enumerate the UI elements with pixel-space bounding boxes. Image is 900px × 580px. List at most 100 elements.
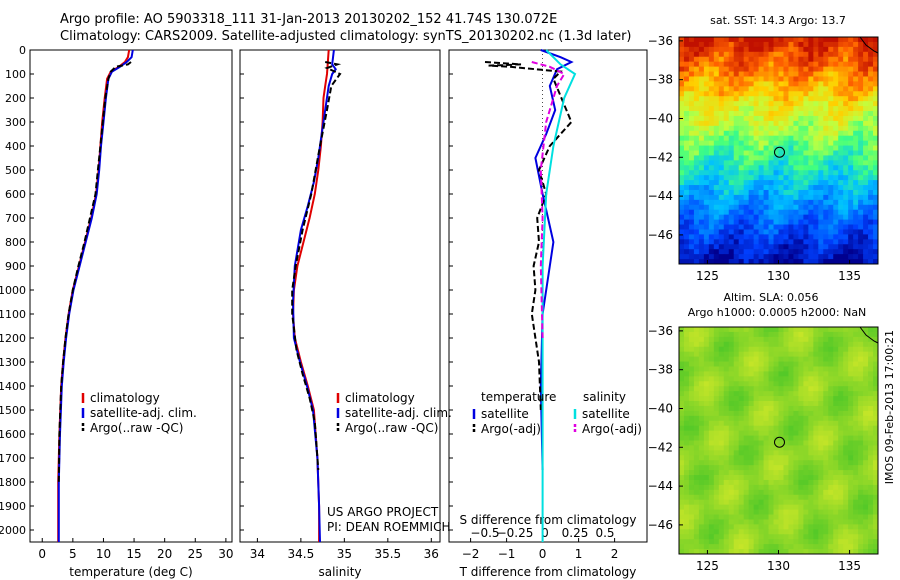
heatmap4-cell	[828, 341, 834, 348]
heatmap4-cell	[743, 327, 750, 333]
heatmap4-cell	[733, 519, 740, 525]
heatmap4-cell	[823, 494, 829, 501]
heatmap4-cell	[793, 445, 799, 451]
heatmap3-cell	[713, 155, 720, 161]
heatmap3-cell	[858, 254, 864, 260]
heatmap4-cell	[823, 366, 829, 372]
heatmap3-cell	[728, 214, 735, 220]
heatmap4-cell	[828, 381, 834, 387]
heatmap3-cell	[833, 106, 839, 112]
heatmap3-cell	[728, 185, 735, 191]
heatmap4-cell	[868, 534, 874, 540]
heatmap4-cell	[788, 549, 794, 555]
heatmap3-cell	[713, 160, 720, 166]
heatmap3-cell	[823, 259, 829, 265]
heatmap4-cell	[758, 544, 764, 550]
heatmap4-cell	[828, 465, 834, 471]
heatmap4-cell	[698, 460, 705, 466]
heatmap3-cell	[683, 234, 690, 240]
heatmap3-cell	[868, 71, 874, 77]
heatmap4-cell	[688, 435, 695, 441]
heatmap4-cell	[833, 410, 839, 417]
heatmap4-cell	[718, 509, 725, 515]
heatmap4-cell	[763, 539, 769, 545]
heatmap4-cell	[828, 391, 834, 397]
heatmap3-cell	[698, 204, 705, 211]
heatmap3-cell	[743, 125, 750, 132]
heatmap4-cell	[728, 549, 735, 555]
heatmap3-cell	[718, 229, 725, 235]
heatmap4-cell	[679, 534, 685, 540]
heatmap3-cell	[783, 66, 789, 72]
heatmap4-cell	[843, 440, 849, 446]
heatmap4-cell	[828, 475, 834, 481]
heatmap3-cell	[718, 209, 725, 216]
heatmap3-cell	[753, 145, 760, 151]
heatmap4-cell	[838, 420, 844, 427]
heatmap3-cell	[763, 259, 769, 265]
heatmap3-cell	[803, 244, 809, 250]
heatmap3-cell	[748, 160, 755, 166]
heatmap3-cell	[768, 219, 774, 225]
heatmap4-cell	[793, 371, 799, 377]
heatmap3-cell	[768, 51, 774, 58]
heatmap4-cell	[723, 524, 730, 530]
heatmap3-cell	[713, 130, 720, 137]
heatmap3-cell	[723, 234, 730, 240]
heatmap4-cell	[863, 336, 869, 343]
heatmap3-cell	[808, 145, 814, 151]
heatmap3-cell	[873, 214, 879, 220]
heatmap3-cell	[679, 259, 685, 265]
heatmap3-cell	[693, 204, 700, 211]
heatmap3-cell	[733, 130, 740, 137]
heatmap3-cell	[818, 224, 824, 230]
heatmap4-cell	[698, 327, 705, 333]
heatmap3-cell	[788, 41, 794, 48]
heatmap4-cell	[733, 504, 740, 510]
heatmap4-cell	[738, 435, 745, 441]
heatmap3-cell	[758, 81, 764, 87]
heatmap3-cell	[763, 76, 769, 82]
heatmap4-cell	[763, 386, 769, 392]
heatmap3-cell	[868, 224, 874, 230]
heatmap4-cell	[708, 475, 715, 481]
heatmap4-cell	[733, 415, 740, 422]
heatmap4-cell	[728, 544, 735, 550]
heatmap4-cell	[783, 420, 789, 427]
heatmap3-cell	[833, 101, 839, 107]
heatmap3-cell	[778, 244, 784, 250]
heatmap3-cell	[728, 135, 735, 142]
heatmap3-cell	[753, 249, 760, 255]
heatmap4-cell	[728, 519, 735, 525]
heatmap3-cell	[748, 165, 755, 171]
heatmap4-cell	[838, 327, 844, 333]
heatmap3-cell	[828, 71, 834, 77]
heatmap4-cell	[833, 514, 839, 520]
heatmap3-cell	[853, 219, 859, 225]
heatmap4-cell	[868, 435, 874, 441]
heatmap4-cell	[698, 341, 705, 348]
heatmap4-cell	[679, 415, 685, 422]
heatmap4-cell	[778, 529, 784, 535]
heatmap3-cell	[768, 81, 774, 87]
heatmap3-cell	[768, 185, 774, 191]
heatmap3-cell	[723, 239, 730, 245]
heatmap3-cell	[688, 249, 695, 255]
heatmap4-cell	[848, 336, 854, 343]
heatmap3-cell	[798, 61, 804, 67]
heatmap3-cell	[693, 150, 700, 156]
heatmap4-cell	[768, 420, 774, 427]
heatmap3-cell	[683, 140, 690, 146]
heatmap3-cell	[843, 194, 849, 201]
heatmap4-cell	[823, 460, 829, 466]
heatmap4-cell	[698, 465, 705, 471]
heatmap3-cell	[708, 219, 715, 225]
heatmap4-cell	[818, 499, 824, 506]
heatmap4-cell	[728, 514, 735, 520]
heatmap3-cell	[823, 145, 829, 151]
heatmap3-cell	[723, 165, 730, 171]
heatmap3-cell	[788, 71, 794, 77]
heatmap3-cell	[873, 125, 879, 132]
heatmap3-cell	[788, 111, 794, 117]
heatmap4-cell	[688, 361, 695, 367]
